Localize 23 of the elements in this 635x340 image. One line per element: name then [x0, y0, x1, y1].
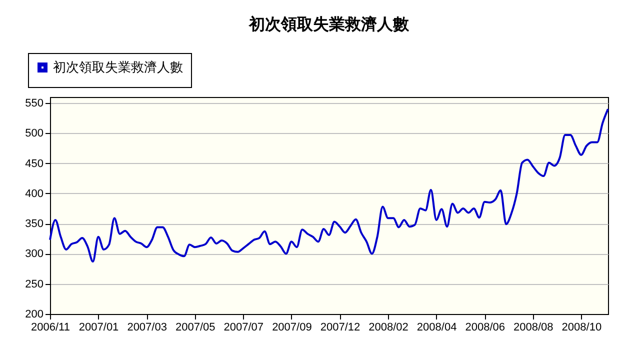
y-tick-label: 500 — [25, 128, 44, 140]
x-tick-label: 2006/11 — [31, 322, 70, 334]
y-tick-label: 350 — [25, 218, 44, 230]
line-series — [49, 108, 609, 263]
x-tick-label: 2007/03 — [127, 322, 167, 334]
y-tick-label: 400 — [25, 188, 44, 200]
x-tick-label: 2008/06 — [465, 322, 505, 334]
x-tick-label: 2007/05 — [175, 322, 216, 334]
x-tick-label: 2007/09 — [272, 322, 312, 334]
y-tick-label: 250 — [25, 278, 44, 290]
x-tick-label: 2007/07 — [224, 322, 264, 334]
y-tick-label: 550 — [25, 98, 44, 110]
legend-label: 初次領取失業救濟人數 — [53, 60, 183, 74]
x-tick-label: 2008/10 — [562, 322, 602, 334]
x-tick-label: 2008/02 — [368, 322, 408, 334]
x-tick-label: 2007/12 — [320, 322, 360, 334]
y-tick-label: 300 — [25, 248, 44, 260]
x-tick-label: 2008/08 — [514, 322, 554, 334]
x-tick-label: 2007/01 — [78, 322, 119, 334]
y-tick-label: 450 — [25, 158, 44, 170]
y-tick-label: 200 — [25, 308, 44, 320]
x-tick-label: 2008/04 — [416, 322, 457, 334]
chart-title: 初次領取失業救濟人數 — [248, 16, 410, 34]
